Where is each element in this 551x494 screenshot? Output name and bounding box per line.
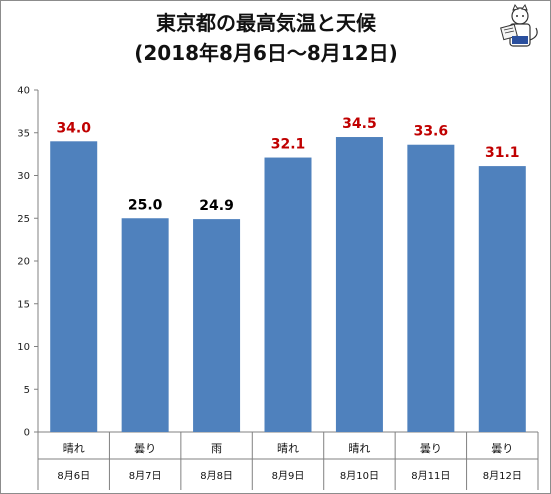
x-category-label: 曇り bbox=[420, 442, 442, 455]
y-tick-label: 5 bbox=[24, 385, 30, 396]
y-tick-label: 25 bbox=[17, 214, 30, 225]
x-date-label: 8月9日 bbox=[272, 470, 305, 482]
x-category-label: 晴れ bbox=[277, 442, 299, 455]
data-label: 32.1 bbox=[271, 137, 306, 153]
x-category-label: 晴れ bbox=[348, 442, 370, 455]
bar bbox=[407, 144, 455, 432]
chart-subtitle: (2018年8月6日～8月12日) bbox=[134, 41, 398, 65]
y-tick-label: 20 bbox=[17, 257, 30, 268]
bar bbox=[121, 218, 169, 432]
data-label: 31.1 bbox=[485, 145, 520, 161]
y-tick-label: 0 bbox=[24, 428, 30, 439]
bar bbox=[50, 141, 98, 433]
data-label: 34.0 bbox=[56, 120, 91, 136]
x-date-label: 8月8日 bbox=[200, 470, 233, 482]
y-tick-label: 15 bbox=[17, 299, 30, 310]
x-date-label: 8月10日 bbox=[340, 470, 379, 482]
x-category-label: 曇り bbox=[491, 442, 513, 455]
cat-reading-newspaper-icon bbox=[500, 3, 538, 47]
x-date-label: 8月6日 bbox=[57, 470, 90, 482]
bar bbox=[264, 157, 312, 433]
chart-title: 東京都の最高気温と天候 bbox=[156, 11, 377, 35]
y-tick-label: 10 bbox=[17, 342, 30, 353]
data-label: 24.9 bbox=[199, 198, 234, 214]
data-label: 34.5 bbox=[342, 116, 377, 132]
x-date-label: 8月11日 bbox=[411, 470, 450, 482]
y-tick-label: 40 bbox=[17, 86, 30, 97]
y-tick-label: 30 bbox=[17, 171, 30, 182]
bar bbox=[478, 166, 526, 432]
x-category-label: 晴れ bbox=[63, 442, 85, 455]
bar bbox=[193, 219, 241, 432]
data-label: 25.0 bbox=[128, 197, 163, 213]
x-category-label: 雨 bbox=[211, 442, 222, 455]
data-label: 33.6 bbox=[414, 124, 449, 140]
bar bbox=[335, 137, 383, 432]
x-date-label: 8月12日 bbox=[483, 470, 522, 482]
x-category-label: 曇り bbox=[134, 442, 156, 455]
x-date-label: 8月7日 bbox=[129, 470, 162, 482]
y-tick-label: 35 bbox=[17, 128, 30, 139]
plot-area: 0 5 10 15 20 25 30 35 40 34.0 晴れ 8月6日 25.0 曇り 8月7日 24.9… bbox=[17, 86, 539, 490]
